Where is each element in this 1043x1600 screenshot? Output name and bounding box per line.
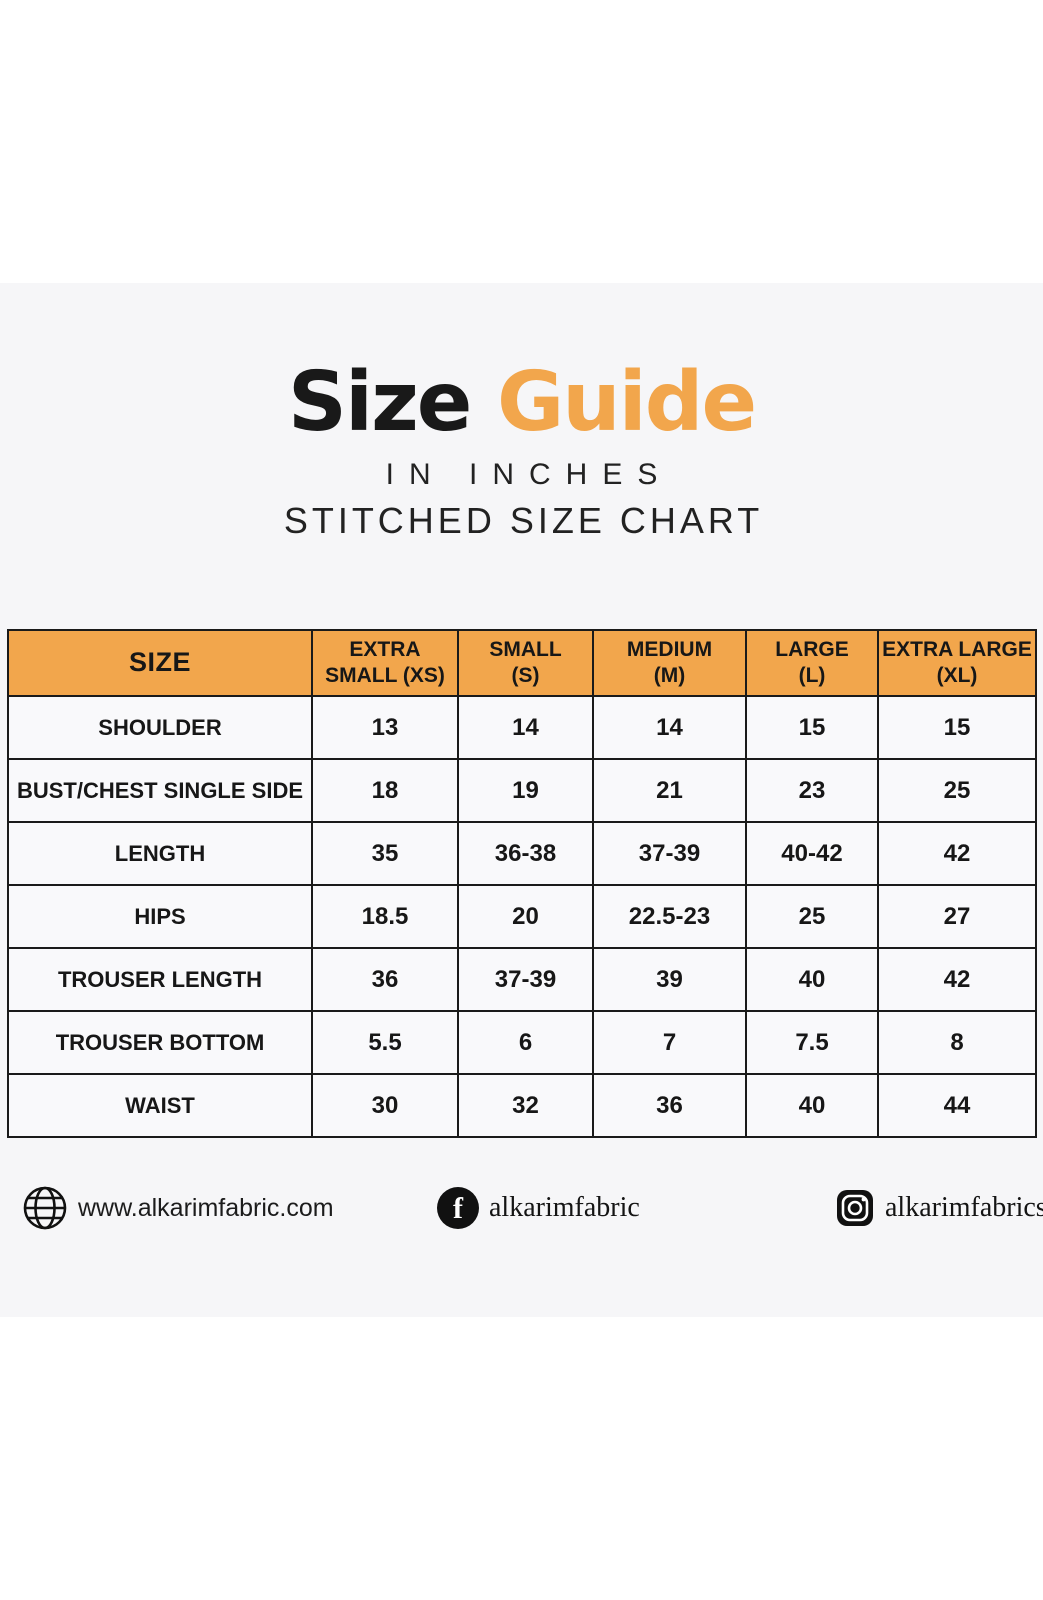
cell-value: 18 [311,758,459,823]
cell-value: 14 [457,695,594,760]
row-label: BUST/CHEST SINGLE SIDE [7,758,313,823]
facebook-handle: alkarimfabric [489,1192,640,1223]
table-row-hips: HIPS 18.5 20 22.5-23 25 27 [7,884,1037,949]
title-word-guide: Guide [496,355,757,450]
facebook-f-glyph: f [453,1192,463,1225]
footer-instagram: alkarimfabrics [835,1178,1043,1238]
cell-value: 23 [745,758,879,823]
row-label: SHOULDER [7,695,313,760]
cell-value: 25 [745,884,879,949]
cell-value: 21 [592,758,747,823]
facebook-icon: f [437,1187,479,1229]
cell-value: 37-39 [592,821,747,886]
subtitle-stitched-size-chart: STITCHED SIZE CHART [283,500,764,542]
website-url: www.alkarimfabric.com [78,1193,334,1222]
cell-value: 32 [457,1073,594,1138]
table-row-trouser-bottom: TROUSER BOTTOM 5.5 6 7 7.5 8 [7,1010,1037,1075]
cell-value: 20 [457,884,594,949]
cell-value: 22.5-23 [592,884,747,949]
row-label: LENGTH [7,821,313,886]
row-label: WAIST [7,1073,313,1138]
cell-value: 44 [877,1073,1037,1138]
header-size: SIZE [7,629,313,697]
header-large: LARGE (L) [745,629,879,697]
globe-icon [22,1185,68,1231]
cell-value: 6 [457,1010,594,1075]
cell-value: 5.5 [311,1010,459,1075]
table-row-length: LENGTH 35 36-38 37-39 40-42 42 [7,821,1037,886]
cell-value: 25 [877,758,1037,823]
row-label: TROUSER BOTTOM [7,1010,313,1075]
cell-value: 27 [877,884,1037,949]
subtitle-in-inches: IN INCHES [385,458,673,492]
table-row-bust-chest: BUST/CHEST SINGLE SIDE 18 19 21 23 25 [7,758,1037,823]
cell-value: 7 [592,1010,747,1075]
size-chart-table: SIZE EXTRA SMALL (XS) SMALL (S) MEDIUM (… [7,629,1037,1138]
table-row-waist: WAIST 30 32 36 40 44 [7,1073,1037,1138]
cell-value: 15 [877,695,1037,760]
cell-value: 18.5 [311,884,459,949]
header-extra-large: EXTRA LARGE (XL) [877,629,1037,697]
cell-value: 15 [745,695,879,760]
table-row-shoulder: SHOULDER 13 14 14 15 15 [7,695,1037,760]
page-title: Size Guide [0,355,1043,450]
cell-value: 30 [311,1073,459,1138]
cell-value: 36 [592,1073,747,1138]
footer-facebook: f alkarimfabric [437,1178,640,1238]
row-label: TROUSER LENGTH [7,947,313,1012]
cell-value: 19 [457,758,594,823]
table-row-trouser-length: TROUSER LENGTH 36 37-39 39 40 42 [7,947,1037,1012]
cell-value: 14 [592,695,747,760]
cell-value: 13 [311,695,459,760]
cell-value: 40-42 [745,821,879,886]
header-extra-small: EXTRA SMALL (XS) [311,629,459,697]
cell-value: 7.5 [745,1010,879,1075]
row-label: HIPS [7,884,313,949]
cell-value: 39 [592,947,747,1012]
footer: www.alkarimfabric.com f alkarimfabric al… [0,1178,1043,1238]
instagram-handle: alkarimfabrics [885,1192,1043,1223]
cell-value: 40 [745,947,879,1012]
header-small: SMALL (S) [457,629,594,697]
header-medium: MEDIUM (M) [592,629,747,697]
title-word-size: Size [287,355,473,450]
cell-value: 36 [311,947,459,1012]
cell-value: 8 [877,1010,1037,1075]
cell-value: 42 [877,821,1037,886]
cell-value: 40 [745,1073,879,1138]
footer-website: www.alkarimfabric.com [22,1178,334,1238]
title-block: Size Guide IN INCHES STITCHED SIZE CHART [0,355,1043,542]
instagram-icon [835,1188,875,1228]
table-header-row: SIZE EXTRA SMALL (XS) SMALL (S) MEDIUM (… [7,629,1037,697]
cell-value: 37-39 [457,947,594,1012]
cell-value: 36-38 [457,821,594,886]
cell-value: 35 [311,821,459,886]
cell-value: 42 [877,947,1037,1012]
